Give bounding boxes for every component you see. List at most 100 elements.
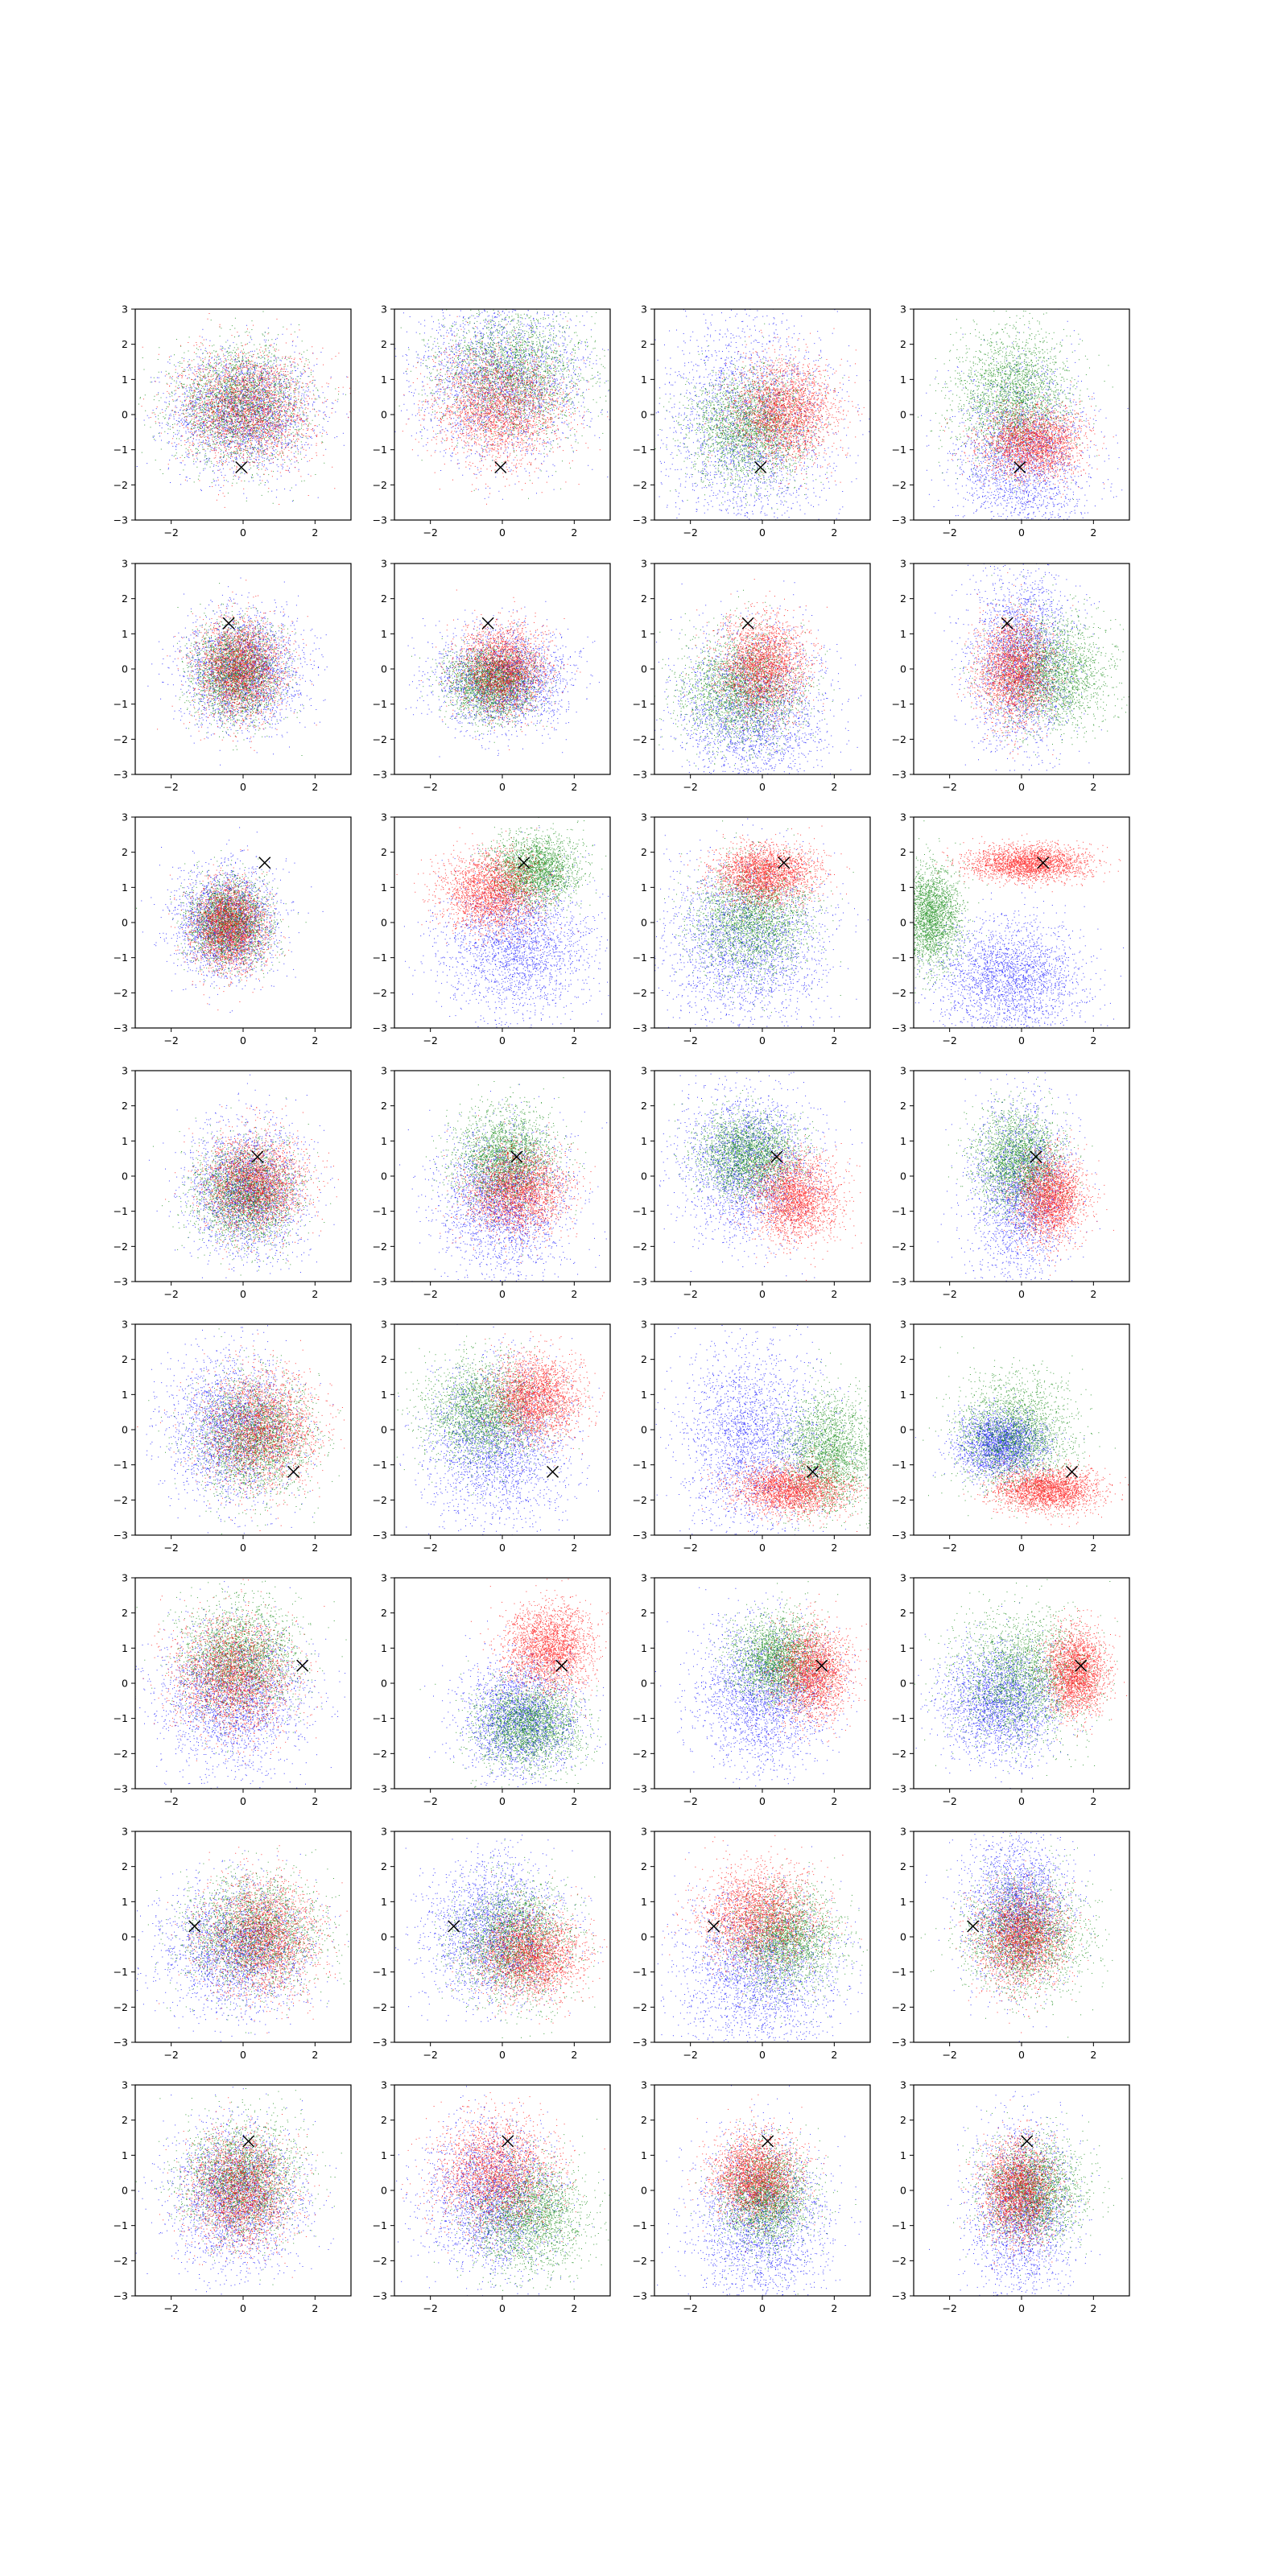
y-tick-label: 1 [381, 881, 387, 894]
x-tick-label: 2 [312, 526, 318, 539]
y-tick-label: 0 [122, 1424, 128, 1436]
y-tick-label: −2 [892, 2255, 906, 2267]
x-marker [236, 462, 247, 473]
y-tick-label: 3 [122, 303, 128, 316]
series-green [660, 815, 854, 1013]
series-blue [141, 828, 323, 1013]
x-marker [547, 1466, 559, 1477]
x-tick-label: 0 [240, 1288, 246, 1300]
x-marker [448, 1921, 460, 1932]
y-tick-label: 2 [381, 2114, 387, 2126]
y-tick-label: −2 [114, 1241, 128, 1253]
y-tick-label: −3 [373, 1022, 387, 1034]
x-tick-label: 2 [571, 1288, 577, 1300]
y-tick-label: −2 [114, 733, 128, 745]
y-tick-label: 2 [122, 592, 128, 605]
series-red [436, 1105, 596, 1263]
series-red [1029, 1608, 1127, 1740]
y-tick-label: −2 [633, 1494, 647, 1506]
y-tick-label: 0 [122, 1170, 128, 1183]
y-tick-label: 1 [122, 1389, 128, 1401]
y-tick-label: 2 [641, 592, 647, 605]
y-tick-label: −3 [633, 2290, 647, 2302]
y-tick-label: 3 [900, 303, 906, 316]
series-blue [136, 2077, 361, 2333]
scatter-points [909, 1336, 1129, 1527]
y-tick-label: 1 [900, 1389, 906, 1401]
y-tick-label: −1 [633, 698, 647, 710]
y-tick-label: −2 [892, 987, 906, 999]
series-red [157, 580, 317, 751]
y-tick-label: −2 [373, 1241, 387, 1253]
y-tick-label: 3 [641, 2079, 647, 2091]
scatter-points [98, 301, 374, 537]
series-red [378, 312, 608, 505]
x-tick-label: 0 [499, 2049, 506, 2061]
x-marker [259, 857, 270, 869]
y-tick-label: 1 [641, 2149, 647, 2161]
x-tick-label: 2 [571, 781, 577, 793]
scatter-points [629, 1835, 888, 2118]
y-tick-label: −1 [114, 2219, 128, 2231]
y-tick-label: 1 [900, 628, 906, 640]
y-tick-label: 0 [381, 409, 387, 421]
x-tick-label: −2 [683, 1542, 697, 1554]
y-tick-label: −2 [114, 987, 128, 999]
y-tick-label: 0 [641, 1931, 647, 1943]
y-tick-label: 3 [381, 1572, 387, 1584]
axes-frame [135, 1324, 351, 1535]
x-marker [968, 1921, 979, 1932]
series-blue [629, 1845, 877, 2118]
series-green [706, 1576, 871, 1757]
x-tick-label: 2 [831, 1795, 837, 1807]
series-blue [366, 1324, 622, 1568]
y-tick-label: 0 [641, 409, 647, 421]
y-tick-label: −1 [633, 1205, 647, 1217]
x-tick-label: 2 [831, 2302, 837, 2314]
series-green [431, 2119, 630, 2318]
x-marker [288, 1466, 299, 1477]
x-tick-label: 2 [831, 1034, 837, 1046]
y-tick-label: 0 [381, 1424, 387, 1436]
x-tick-label: −2 [163, 2049, 178, 2061]
x-tick-label: −2 [942, 1795, 956, 1807]
y-tick-label: 1 [122, 881, 128, 894]
y-tick-label: 1 [641, 1896, 647, 1908]
y-tick-label: −3 [633, 1783, 647, 1795]
axes-frame [914, 2085, 1129, 2296]
y-tick-label: 1 [122, 628, 128, 640]
y-tick-label: −3 [633, 2037, 647, 2049]
x-tick-label: 2 [831, 2049, 837, 2061]
y-tick-label: −3 [114, 1276, 128, 1288]
x-tick-label: 0 [240, 1542, 246, 1554]
y-tick-label: −1 [892, 1712, 906, 1724]
x-tick-label: 0 [759, 1542, 766, 1554]
y-tick-label: −1 [114, 698, 128, 710]
y-tick-label: −2 [892, 733, 906, 745]
x-tick-label: 0 [1018, 526, 1025, 539]
series-red [685, 2095, 827, 2252]
y-tick-label: −3 [633, 1022, 647, 1034]
x-tick-label: −2 [423, 1034, 437, 1046]
y-tick-label: 0 [122, 1931, 128, 1943]
y-tick-label: −2 [373, 1748, 387, 1760]
y-tick-label: −3 [373, 2290, 387, 2302]
y-tick-label: 0 [900, 1170, 906, 1183]
series-green [426, 1077, 586, 1255]
y-tick-label: 0 [381, 663, 387, 675]
y-tick-label: 1 [381, 1389, 387, 1401]
y-tick-label: −2 [892, 479, 906, 491]
x-marker [495, 462, 506, 473]
x-marker [708, 1921, 720, 1932]
x-tick-label: 2 [312, 2302, 318, 2314]
series-green [699, 1858, 888, 2027]
y-tick-label: 0 [122, 917, 128, 929]
x-tick-label: 0 [759, 2049, 766, 2061]
series-green [420, 1657, 617, 1802]
